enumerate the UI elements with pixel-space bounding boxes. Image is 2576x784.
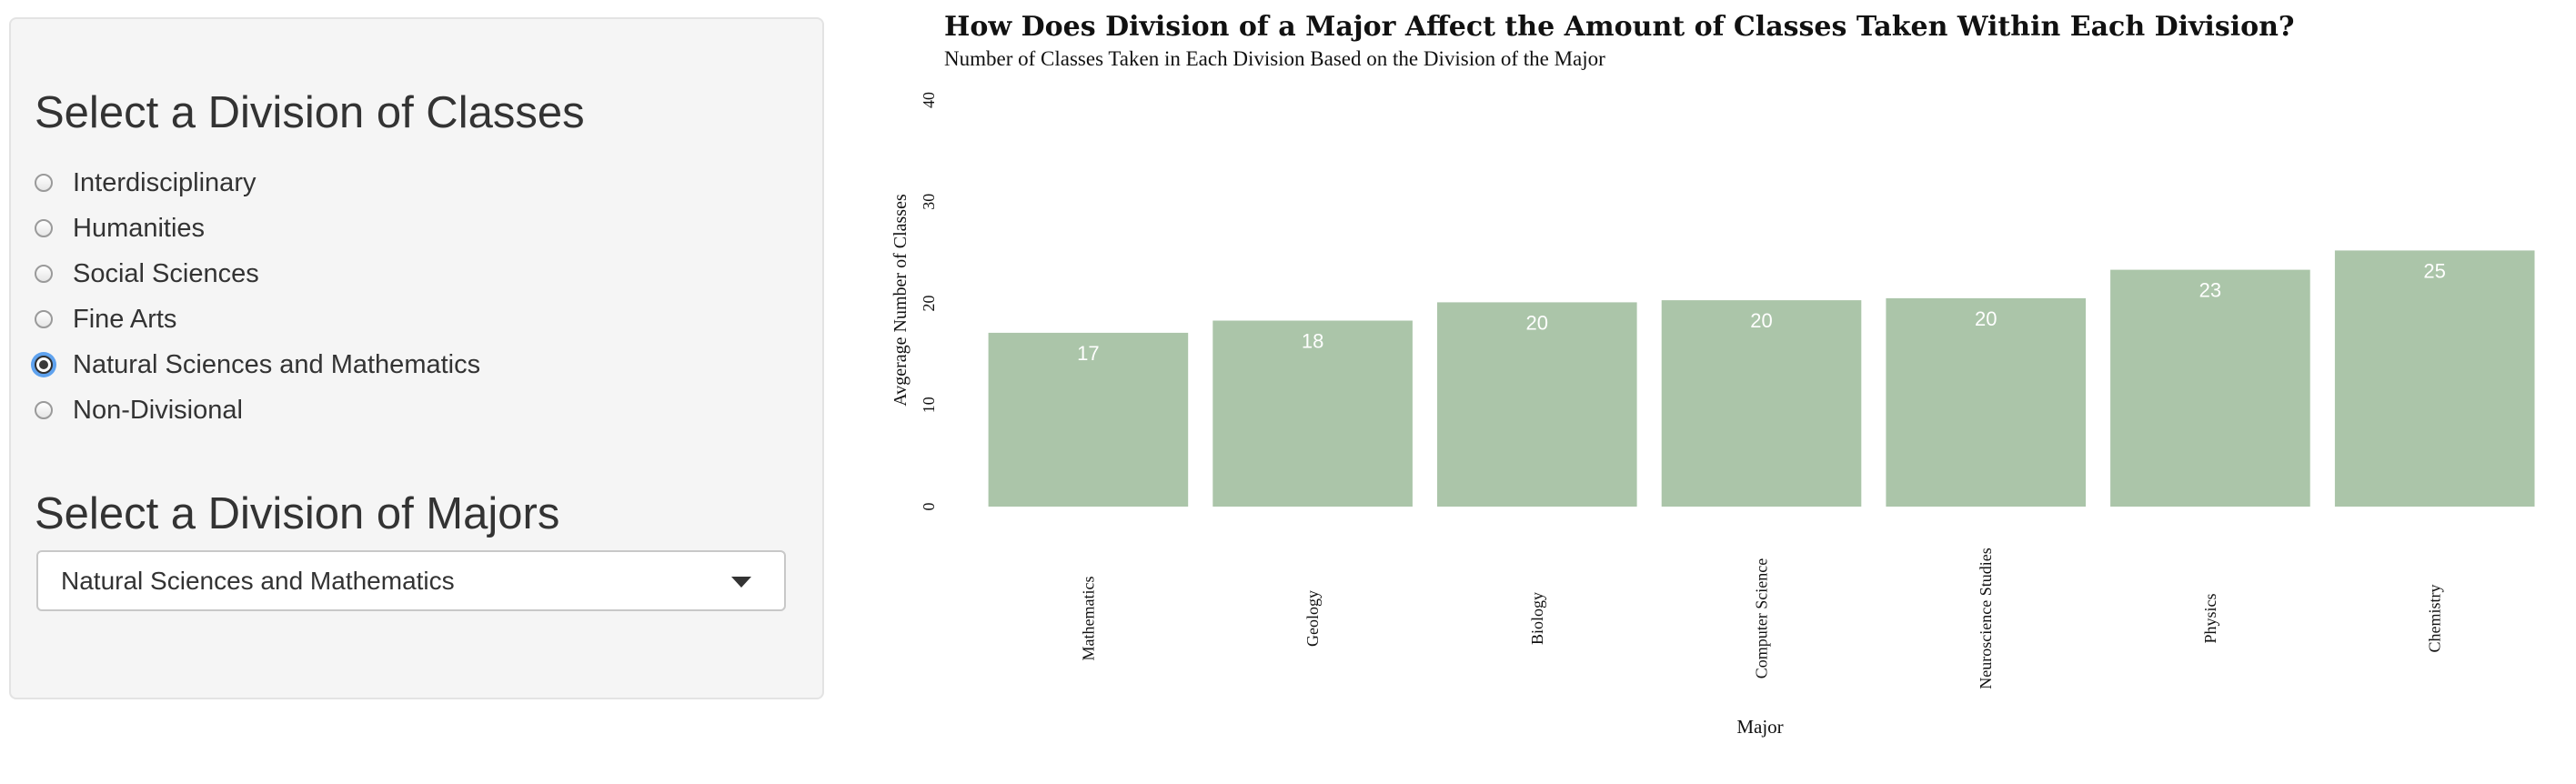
bars-layer xyxy=(988,250,2535,507)
radio-label: Natural Sciences and Mathematics xyxy=(73,349,481,379)
chart-title: How Does Division of a Major Affect the … xyxy=(944,11,2295,43)
bar-computer-science xyxy=(1661,300,1862,507)
majors-division-heading: Select a Division of Majors xyxy=(35,489,560,538)
radio-option-humanities[interactable]: Humanities xyxy=(35,210,205,246)
radio-option-natural-sciences[interactable]: Natural Sciences and Mathematics xyxy=(35,347,480,383)
radio-button[interactable] xyxy=(35,265,53,283)
bar-biology xyxy=(1437,302,1637,507)
radio-option-fine-arts[interactable]: Fine Arts xyxy=(35,301,176,337)
y-tick-label: 10 xyxy=(920,397,938,413)
bar-geology xyxy=(1213,320,1413,507)
caret-down-icon[interactable] xyxy=(731,577,751,588)
x-axis-categories: Mathematics Geology Biology Computer Scienc… xyxy=(1079,548,2443,689)
bar-value-label: 17 xyxy=(1077,342,1099,365)
radio-label: Fine Arts xyxy=(73,304,177,334)
bar-value-label: 25 xyxy=(2423,259,2445,282)
x-tick-label: Physics xyxy=(2201,593,2219,643)
x-tick-label: Chemistry xyxy=(2426,585,2444,653)
x-tick-label: Geology xyxy=(1303,590,1322,647)
y-axis-ticks: 0 10 20 30 40 xyxy=(920,92,938,511)
majors-division-select[interactable]: Natural Sciences and Mathematics xyxy=(36,550,786,611)
y-axis-label: Avgerage Number of Classes xyxy=(891,194,911,407)
bar-neuroscience-studies xyxy=(1886,297,2086,507)
radio-button[interactable] xyxy=(35,219,53,237)
bar-value-label: 20 xyxy=(1750,309,1772,332)
x-tick-label: Computer Science xyxy=(1753,558,1771,678)
radio-label: Interdisciplinary xyxy=(73,167,257,197)
classes-division-heading: Select a Division of Classes xyxy=(35,88,585,137)
bar-mathematics xyxy=(988,332,1189,507)
y-tick-label: 0 xyxy=(920,503,938,511)
bar-value-label: 20 xyxy=(1975,307,1997,330)
y-tick-label: 30 xyxy=(920,194,938,210)
radio-option-interdisciplinary[interactable]: Interdisciplinary xyxy=(35,165,256,201)
radio-button[interactable] xyxy=(35,174,53,192)
radio-option-non-divisional[interactable]: Non-Divisional xyxy=(35,392,243,428)
radio-label: Non-Divisional xyxy=(73,395,243,425)
x-tick-label: Neuroscience Studies xyxy=(1977,548,1995,689)
y-tick-label: 40 xyxy=(920,92,938,108)
select-value: Natural Sciences and Mathematics xyxy=(61,567,455,595)
radio-option-social-sciences[interactable]: Social Sciences xyxy=(35,256,259,292)
y-tick-label: 20 xyxy=(920,296,938,312)
chart-subtitle: Number of Classes Taken in Each Division… xyxy=(944,47,1605,70)
bar-value-label: 20 xyxy=(1526,311,1548,334)
x-tick-label: Biology xyxy=(1528,592,1546,645)
bar-physics xyxy=(2110,269,2310,507)
labels-layer: 17 18 20 20 20 23 25 xyxy=(1077,259,2446,365)
radio-button-selected[interactable] xyxy=(35,356,53,374)
radio-label: Social Sciences xyxy=(73,258,259,288)
radio-button[interactable] xyxy=(35,310,53,328)
radio-label: Humanities xyxy=(73,213,206,243)
radio-button[interactable] xyxy=(35,401,53,419)
bar-value-label: 18 xyxy=(1302,330,1323,353)
bar-chemistry xyxy=(2334,250,2535,507)
x-tick-label: Mathematics xyxy=(1079,577,1097,661)
bar-value-label: 23 xyxy=(2199,279,2221,302)
x-axis-label: Major xyxy=(1736,716,1783,738)
